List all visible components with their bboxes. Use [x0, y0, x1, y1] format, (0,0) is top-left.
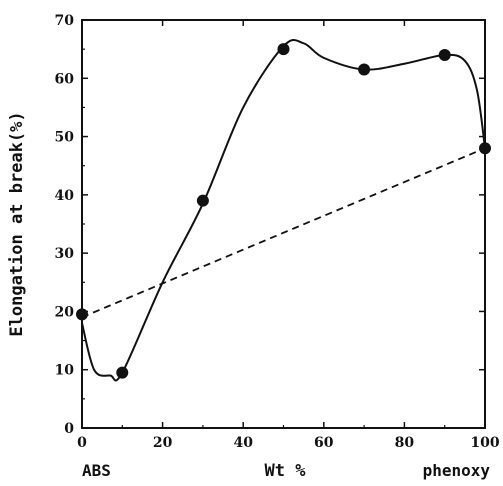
x-tick-label: 20	[153, 435, 173, 451]
y-tick-label: 20	[55, 304, 75, 320]
y-tick-label: 40	[55, 188, 75, 204]
x-left-end-label: ABS	[82, 461, 111, 480]
x-tick-label: 100	[470, 435, 499, 451]
dashed-additivity-line	[81, 147, 486, 319]
data-point	[76, 308, 88, 321]
elongation-curve	[81, 39, 486, 382]
y-tick-label: 0	[64, 421, 74, 437]
y-axis: 0 10 20 30 40 50 60 70	[55, 13, 485, 437]
x-axis: 0 20 40 60 80 100	[77, 20, 500, 451]
y-tick-label: 50	[55, 130, 75, 146]
y-tick-label: 10	[55, 363, 75, 379]
data-point	[358, 63, 371, 76]
x-tick-label: 60	[314, 435, 334, 451]
data-point	[196, 194, 209, 207]
y-tick-label: 60	[55, 71, 75, 87]
y-tick-label: 70	[55, 13, 75, 29]
x-tick-label: 0	[77, 435, 87, 451]
series-layer	[76, 39, 491, 382]
y-axis-title: Elongation at break(%)	[7, 111, 27, 336]
data-point	[116, 366, 129, 379]
data-point	[479, 142, 491, 155]
data-point	[438, 48, 451, 61]
plot-frame	[81, 19, 486, 429]
x-tick-label: 80	[395, 435, 415, 451]
data-point	[277, 43, 290, 56]
axis-titles: Elongation at break(%) Wt % ABS phenoxy	[7, 111, 490, 481]
x-right-end-label: phenoxy	[423, 461, 491, 480]
x-axis-title: Wt %	[265, 461, 307, 481]
y-tick-label: 30	[55, 246, 75, 262]
plot-frame-group	[81, 19, 486, 429]
x-tick-label: 40	[233, 435, 253, 451]
